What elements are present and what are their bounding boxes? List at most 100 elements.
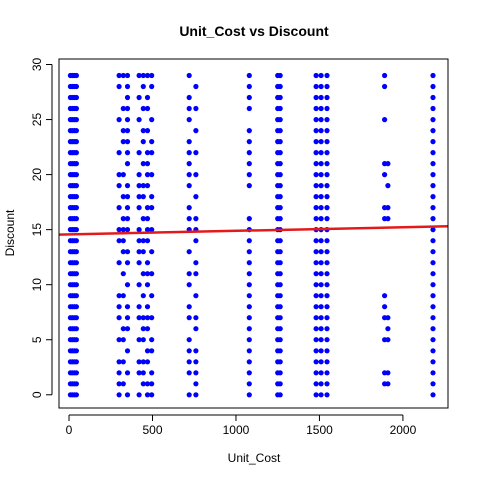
- data-point: [140, 72, 146, 79]
- data-point: [124, 260, 131, 266]
- data-point: [124, 183, 131, 189]
- data-point: [313, 304, 319, 310]
- data-point: [246, 128, 252, 134]
- data-point: [140, 105, 146, 112]
- data-point: [318, 304, 324, 310]
- data-point: [116, 359, 122, 365]
- data-point: [124, 117, 131, 123]
- data-point: [116, 150, 122, 156]
- data-point: [73, 205, 79, 211]
- data-point: [246, 337, 252, 343]
- data-point: [144, 94, 151, 101]
- data-point: [186, 271, 192, 277]
- data-point: [73, 359, 79, 365]
- data-point: [430, 271, 436, 277]
- data-point: [193, 293, 199, 299]
- data-point: [149, 348, 155, 354]
- data-point: [324, 238, 330, 244]
- data-point: [318, 216, 324, 222]
- data-point: [140, 249, 146, 255]
- data-point: [277, 83, 283, 90]
- data-point: [116, 260, 122, 266]
- data-point: [277, 249, 283, 255]
- data-point: [124, 348, 131, 354]
- data-point: [120, 238, 126, 244]
- data-point: [136, 249, 142, 255]
- data-point: [246, 139, 252, 145]
- data-point: [277, 271, 283, 277]
- y-tick-label: 10: [30, 278, 44, 292]
- y-tick-label: 15: [30, 223, 44, 237]
- data-point: [430, 370, 436, 376]
- data-point: [140, 315, 146, 321]
- data-point: [73, 117, 79, 123]
- data-point: [149, 271, 155, 277]
- data-point: [116, 238, 122, 244]
- data-point: [116, 227, 122, 233]
- data-point: [324, 359, 330, 365]
- data-point: [73, 161, 79, 167]
- data-point: [324, 172, 330, 178]
- data-point: [246, 359, 252, 365]
- data-point: [120, 381, 126, 387]
- data-point: [430, 105, 436, 112]
- data-point: [277, 359, 283, 365]
- data-point: [144, 150, 151, 156]
- data-point: [430, 260, 436, 266]
- data-point: [149, 150, 155, 156]
- data-point: [324, 381, 330, 387]
- data-point: [313, 105, 319, 112]
- data-point: [246, 150, 252, 156]
- data-point: [186, 348, 192, 354]
- data-point: [277, 205, 283, 211]
- data-point: [136, 194, 142, 200]
- data-point: [149, 315, 155, 321]
- data-point: [430, 183, 436, 189]
- data-point: [193, 172, 199, 178]
- data-point: [430, 381, 436, 387]
- data-point: [144, 161, 151, 167]
- data-point: [430, 128, 436, 134]
- data-point: [73, 370, 79, 376]
- data-point: [193, 359, 199, 365]
- data-point: [277, 337, 283, 343]
- data-point: [149, 337, 155, 343]
- data-point: [144, 205, 151, 211]
- data-point: [120, 128, 126, 134]
- data-point: [318, 150, 324, 156]
- data-point: [124, 326, 131, 332]
- data-point: [73, 249, 79, 255]
- trend-line: [58, 225, 449, 236]
- data-point: [277, 117, 283, 123]
- data-point: [313, 194, 319, 200]
- data-point: [186, 94, 192, 101]
- data-point: [246, 282, 252, 288]
- data-point: [313, 315, 319, 321]
- data-point: [313, 238, 319, 244]
- data-point: [73, 392, 79, 398]
- data-point: [140, 293, 146, 299]
- data-point: [73, 227, 79, 233]
- data-point: [193, 238, 199, 244]
- data-point: [193, 150, 199, 156]
- data-point: [313, 72, 319, 79]
- data-point: [116, 370, 122, 376]
- data-point: [382, 172, 388, 178]
- data-point: [73, 238, 79, 244]
- data-point: [430, 227, 436, 233]
- data-point: [144, 128, 151, 134]
- data-point: [120, 227, 126, 233]
- data-point: [124, 282, 131, 288]
- y-tick-label: 20: [30, 168, 44, 182]
- data-point: [313, 150, 319, 156]
- data-point: [73, 150, 79, 156]
- data-point: [116, 172, 122, 178]
- data-point: [124, 227, 131, 233]
- data-point: [144, 216, 151, 222]
- data-point: [324, 216, 330, 222]
- data-point: [73, 183, 79, 189]
- data-point: [120, 216, 126, 222]
- data-point: [430, 117, 436, 123]
- data-point: [313, 183, 319, 189]
